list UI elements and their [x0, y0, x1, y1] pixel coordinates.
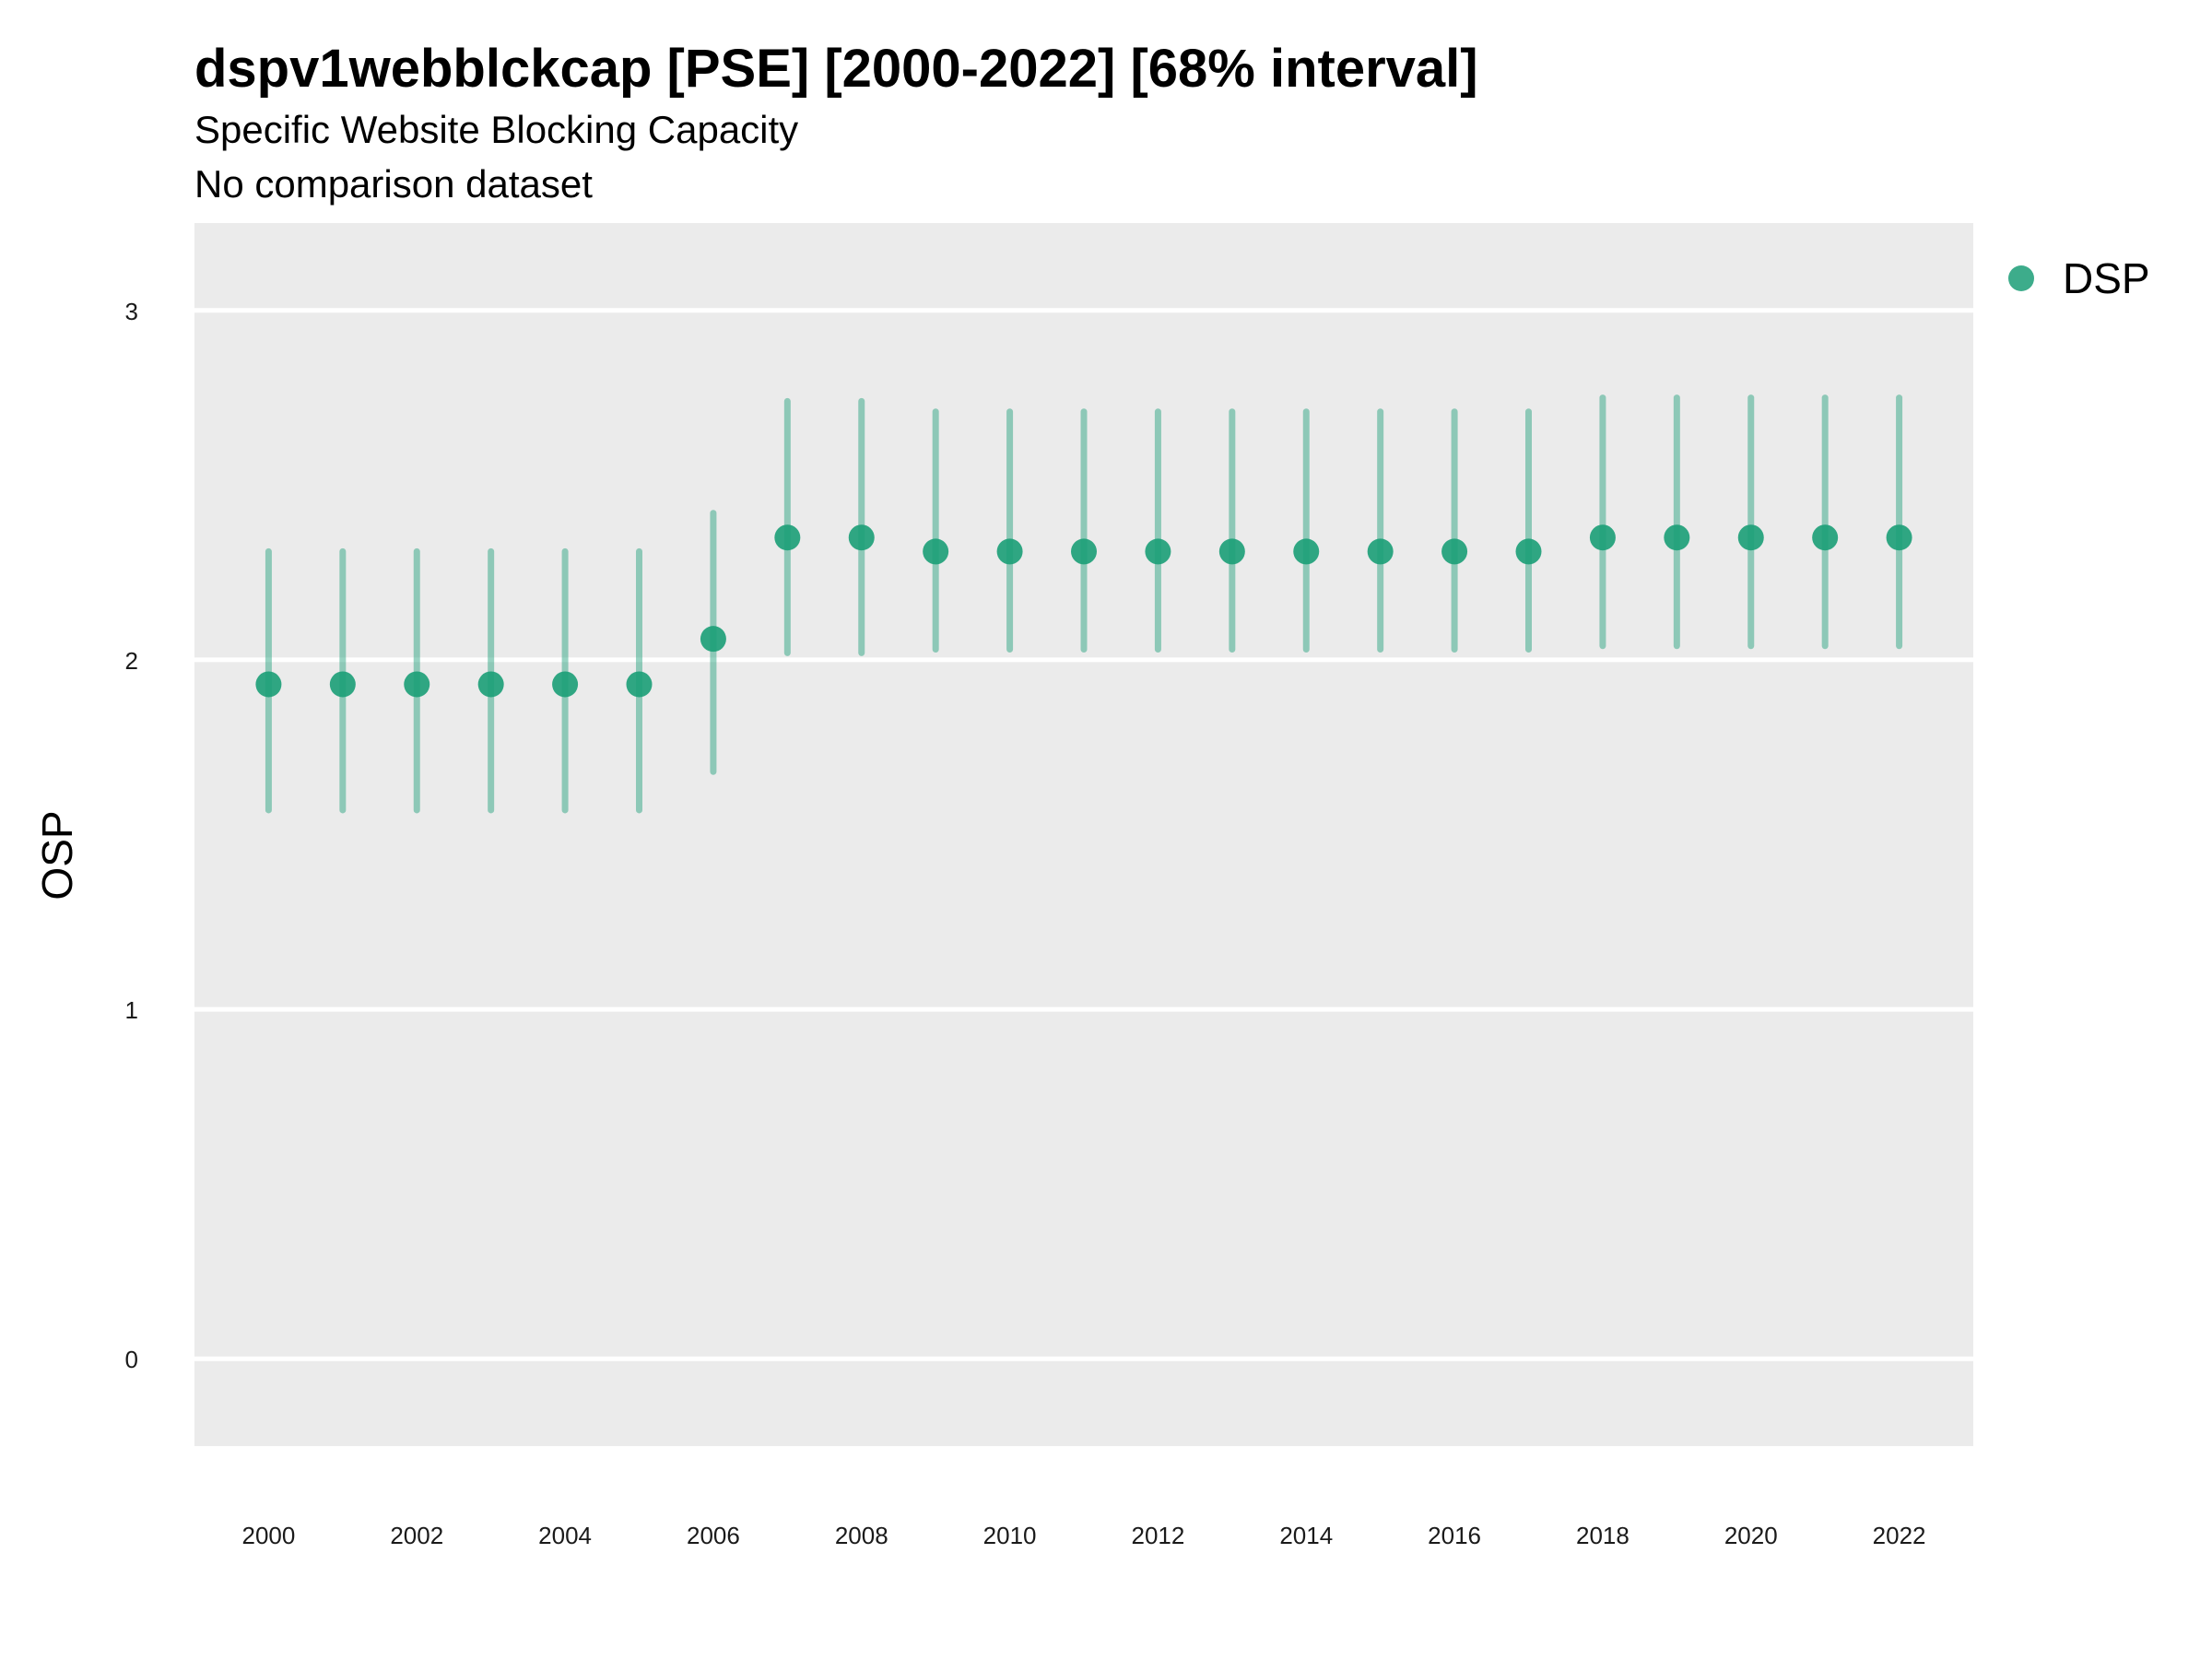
x-axis-ticks: 2000 2002 2004 2006 2008 2010 2012 2014 2016 2018… — [241, 1522, 1925, 1549]
data-point — [1293, 538, 1320, 565]
x-tick-label: 2018 — [1576, 1522, 1630, 1549]
x-tick-label: 2000 — [241, 1522, 295, 1549]
chart-subtitle-secondary: No comparison dataset — [194, 162, 593, 206]
y-tick-label: 1 — [125, 996, 138, 1024]
x-tick-label: 2014 — [1279, 1522, 1333, 1549]
data-point — [996, 538, 1023, 565]
data-point — [1886, 524, 1912, 551]
data-point — [1218, 538, 1245, 565]
y-tick-label: 0 — [125, 1346, 138, 1373]
x-tick-label: 2020 — [1724, 1522, 1778, 1549]
x-tick-label: 2022 — [1873, 1522, 1926, 1549]
data-point — [255, 671, 282, 698]
legend: DSP — [2008, 254, 2150, 302]
data-point — [1664, 524, 1690, 551]
data-point — [477, 671, 504, 698]
x-tick-label: 2012 — [1131, 1522, 1184, 1549]
data-point — [1737, 524, 1764, 551]
legend-label-dsp: DSP — [2063, 254, 2150, 302]
data-point — [700, 626, 726, 653]
legend-key-dsp — [2008, 265, 2034, 291]
data-point — [1145, 538, 1171, 565]
chart-subtitle: Specific Website Blocking Capacity — [194, 108, 798, 151]
plot-panel — [194, 223, 1973, 1446]
data-point — [1441, 538, 1468, 565]
data-point — [552, 671, 579, 698]
x-tick-label: 2010 — [983, 1522, 1037, 1549]
data-point — [1367, 538, 1394, 565]
data-point — [1515, 538, 1542, 565]
y-axis-ticks: 0 1 2 3 — [125, 298, 138, 1373]
chart-title: dspv1webblckcap [PSE] [2000-2022] [68% i… — [194, 39, 1478, 99]
gridlines — [194, 308, 1973, 1361]
data-point — [626, 671, 653, 698]
data-point — [1071, 538, 1097, 565]
x-tick-label: 2006 — [687, 1522, 740, 1549]
y-tick-label: 3 — [125, 298, 138, 325]
data-point — [774, 524, 801, 551]
data-point — [848, 524, 875, 551]
data-point — [329, 671, 356, 698]
x-tick-label: 2008 — [835, 1522, 888, 1549]
x-tick-label: 2004 — [538, 1522, 592, 1549]
data-point — [1812, 524, 1839, 551]
data-point — [1589, 524, 1616, 551]
y-axis-title: OSP — [33, 810, 81, 900]
data-point — [923, 538, 949, 565]
y-tick-label: 2 — [125, 647, 138, 675]
x-tick-label: 2002 — [390, 1522, 443, 1549]
x-tick-label: 2016 — [1428, 1522, 1481, 1549]
data-point — [404, 671, 430, 698]
data-points — [255, 524, 1912, 698]
